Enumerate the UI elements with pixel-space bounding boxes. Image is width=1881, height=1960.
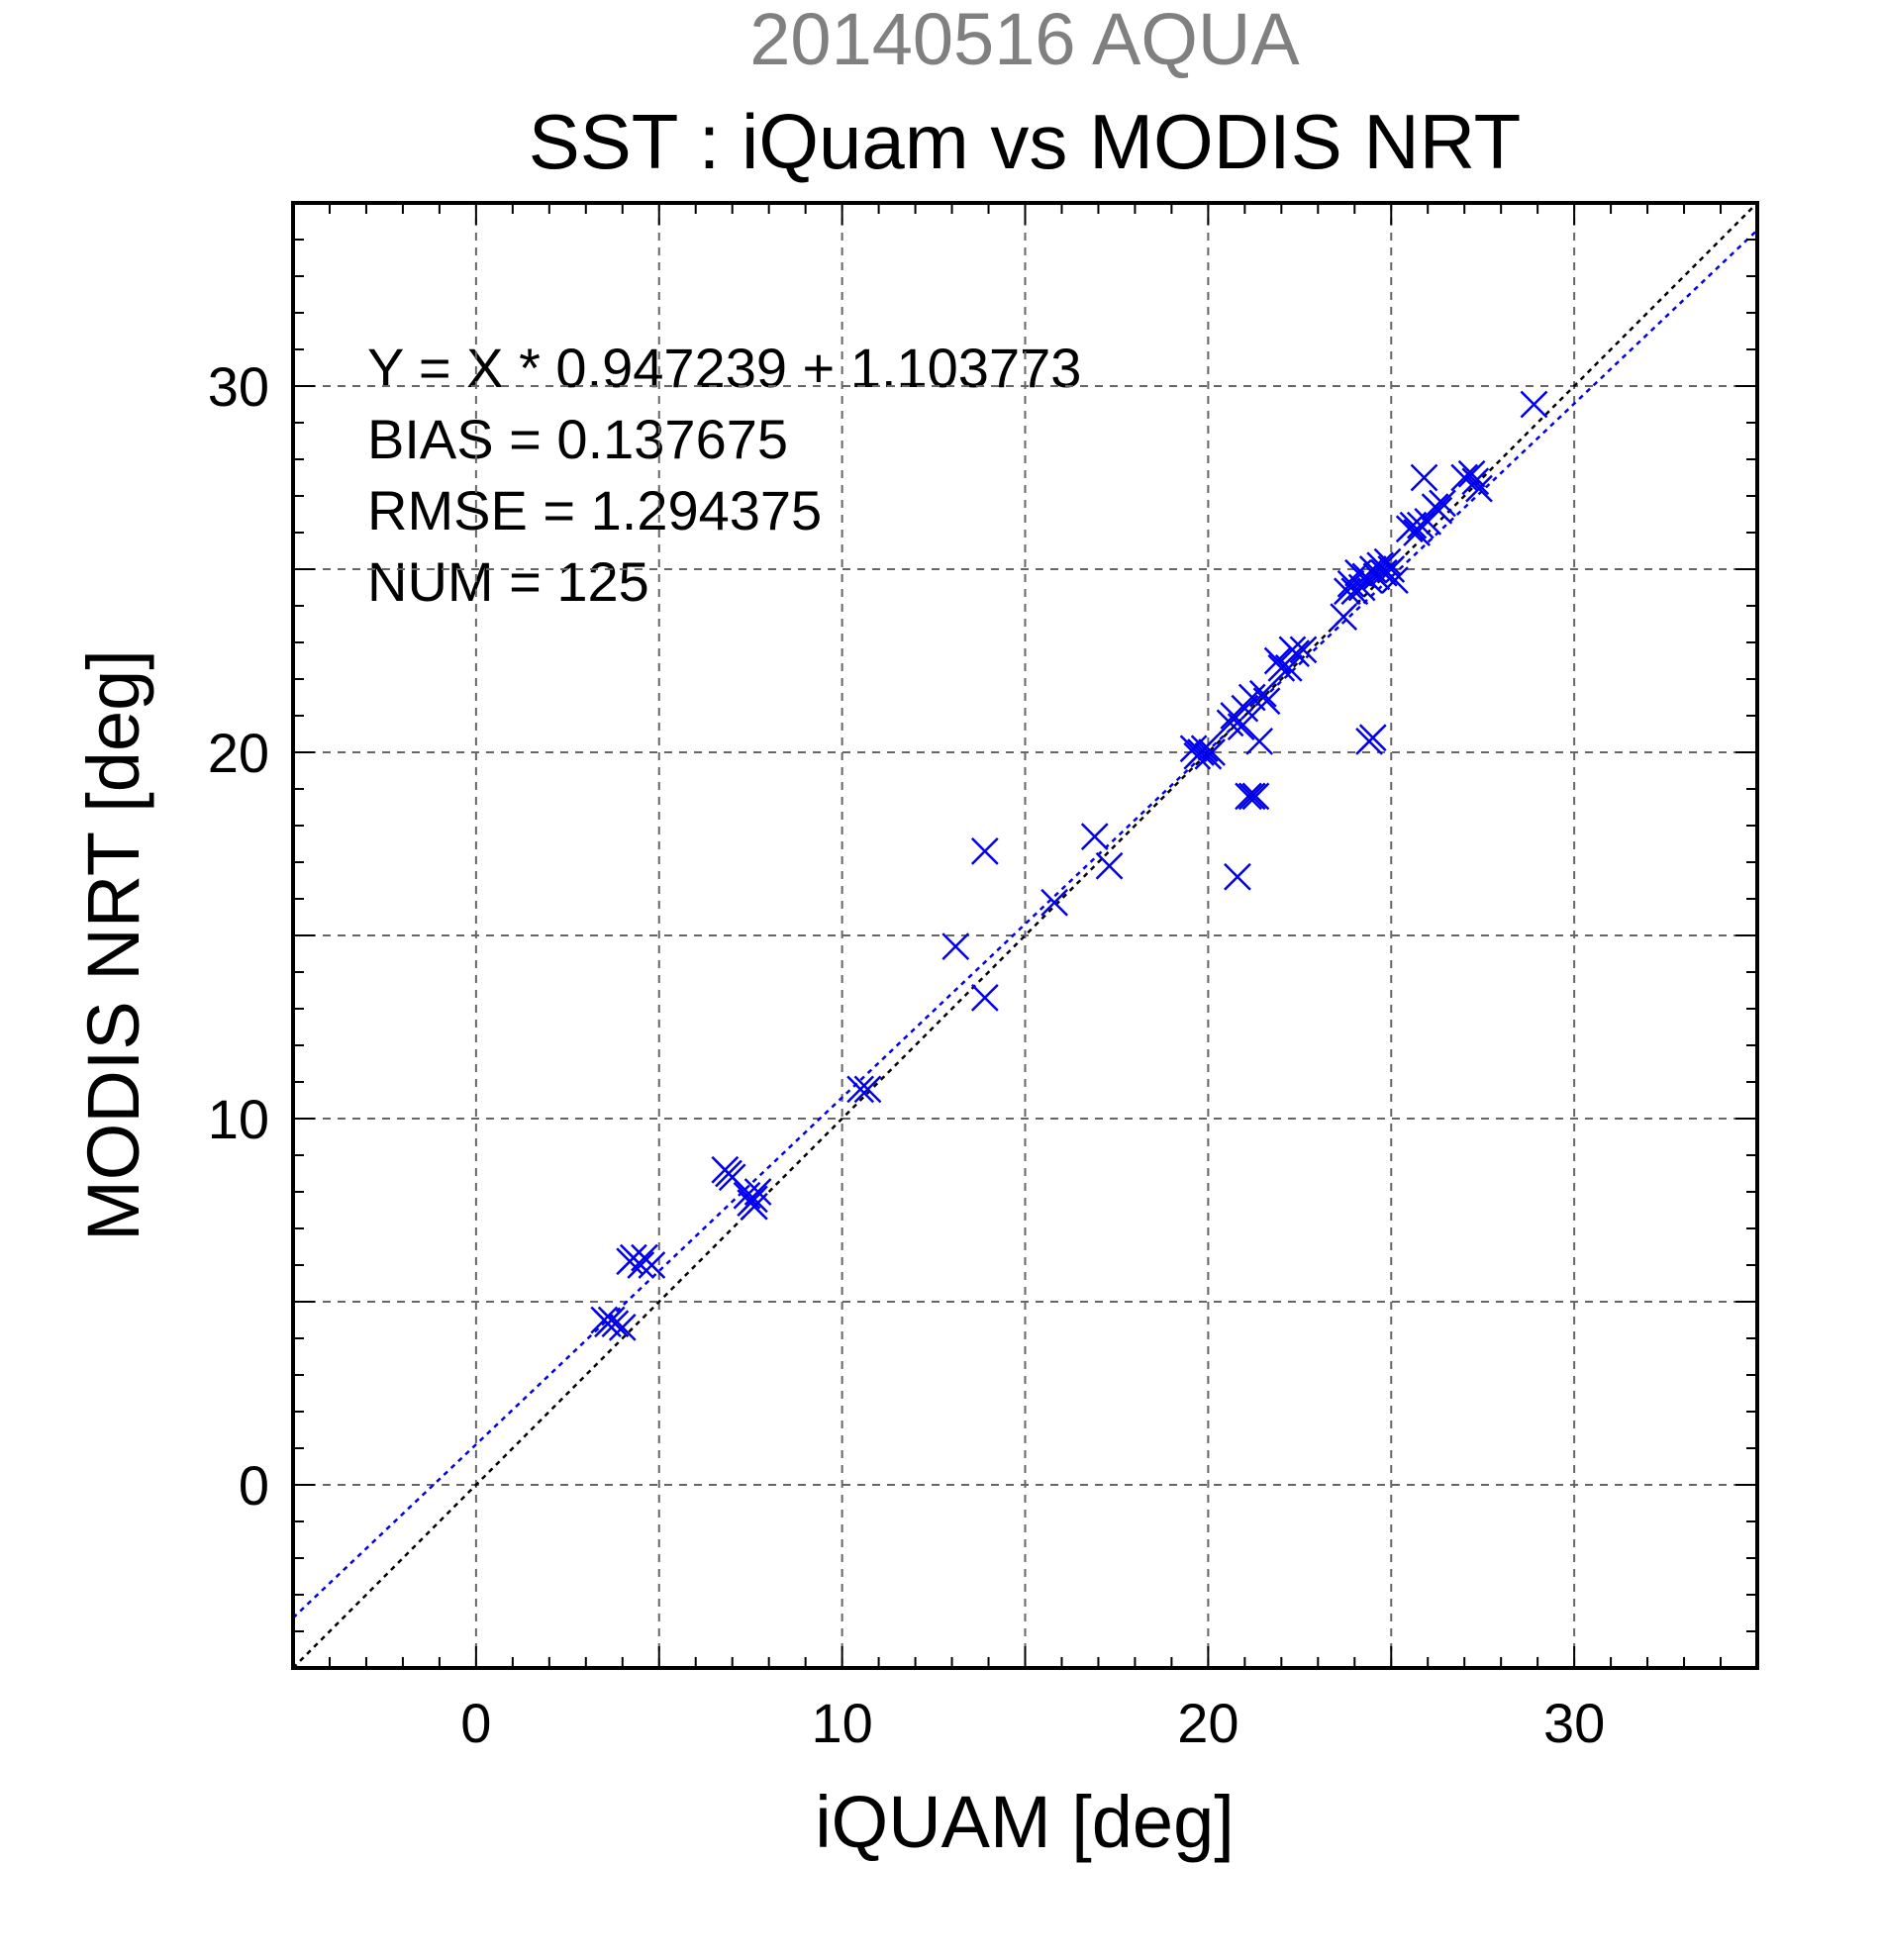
data-point (1235, 782, 1262, 811)
data-point (846, 1075, 874, 1104)
annotation-2: BIAS = 0.137675 (367, 408, 788, 470)
identity-line (293, 203, 1757, 1668)
data-point (1340, 577, 1369, 606)
data-point (601, 1310, 630, 1338)
data-point (853, 1075, 882, 1104)
data-point (1198, 738, 1226, 766)
data-point (741, 1185, 768, 1214)
annotation-4: NUM = 125 (367, 550, 649, 613)
data-point (627, 1251, 655, 1279)
data-point (1362, 562, 1391, 591)
data-point (1080, 823, 1109, 850)
y-tick-label: 20 (208, 722, 269, 784)
data-point (1274, 654, 1303, 682)
data-point (1429, 489, 1456, 518)
data-point (1520, 390, 1548, 419)
x-tick-label: 30 (1543, 1692, 1605, 1754)
grid-lines (293, 203, 1757, 1668)
data-point (1425, 496, 1453, 525)
plot-frame (291, 201, 1759, 1670)
data-point (1406, 511, 1435, 539)
data-point (1461, 467, 1490, 496)
data-point (718, 1163, 746, 1192)
data-point (1095, 851, 1124, 880)
data-point (608, 1314, 637, 1341)
data-point (1224, 862, 1251, 891)
data-point (1457, 459, 1486, 488)
data-point (1377, 555, 1406, 583)
data-points (590, 390, 1548, 1341)
y-tick-label: 10 (208, 1088, 269, 1150)
x-tick-label: 0 (460, 1692, 491, 1754)
x-tick-label: 10 (811, 1692, 872, 1754)
y-tick-label: 30 (208, 355, 269, 418)
data-point (638, 1251, 666, 1279)
y-axis-label: MODIS NRT [deg] (72, 649, 154, 1241)
data-point (1245, 728, 1274, 755)
x-axis-label: iQUAM [deg] (815, 1781, 1235, 1863)
data-point (1238, 782, 1266, 811)
reference-lines (293, 203, 1757, 1668)
data-point (1190, 735, 1219, 763)
data-point (1179, 735, 1208, 763)
annotation-3: RMSE = 1.294375 (367, 479, 822, 541)
data-point (1040, 888, 1068, 917)
data-point (1410, 463, 1438, 492)
y-tick-label: 0 (239, 1454, 269, 1517)
data-point (1241, 782, 1270, 811)
chart-title: SST : iQuam vs MODIS NRT (529, 98, 1522, 185)
data-point (1373, 547, 1402, 576)
tick-labels: 0 10 20 30 0 10 20 30 (208, 355, 1606, 1754)
data-point (1289, 636, 1318, 664)
data-point (1330, 603, 1358, 631)
data-point (743, 1178, 772, 1206)
data-point (970, 984, 999, 1012)
chart-top-title: 20140516 AQUA (749, 0, 1300, 80)
data-point (1227, 713, 1255, 740)
data-point (1358, 724, 1387, 752)
x-tick-label: 20 (1177, 1692, 1238, 1754)
data-point (970, 837, 999, 865)
data-point (1465, 474, 1493, 503)
data-point (1381, 566, 1409, 594)
data-point (1252, 687, 1281, 716)
data-point (1282, 639, 1310, 667)
data-point (1450, 463, 1479, 492)
data-point (941, 932, 970, 960)
annotation-1: Y = X * 0.947239 + 1.103773 (367, 337, 1081, 399)
data-point (1248, 679, 1277, 708)
